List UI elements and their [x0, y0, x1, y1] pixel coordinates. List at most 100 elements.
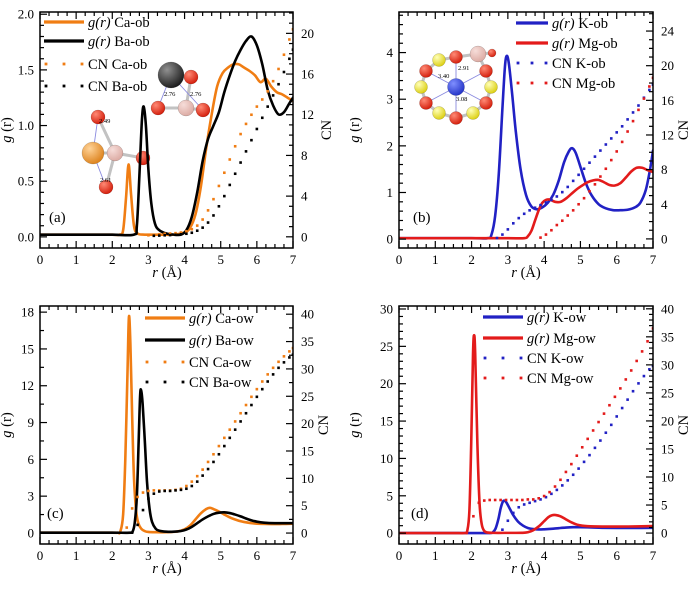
legend-item-g-r-mg-ow: g(r) Mg-ow [483, 331, 596, 347]
legend-label: g(r) Ba-ow [189, 333, 254, 349]
legend: g(r) K-ob g(r) Mg-ob CN K-ob CN Mg-ob [516, 16, 618, 92]
legend-dot-swatch [530, 61, 534, 65]
x-tick-label: 5 [577, 252, 584, 267]
y-left-tick-label: 15 [21, 341, 34, 356]
legend-label: g(r) Ca-ob [88, 15, 150, 31]
y-axis-left-label: g (r) [350, 117, 363, 143]
y-right-tick-label: 5 [301, 498, 308, 513]
y-left-tick-label: 0 [387, 526, 394, 541]
bond-length-label: 2.76 [164, 91, 176, 98]
y-left-tick-label: 1.5 [18, 62, 34, 77]
legend-dot-swatch [519, 376, 523, 380]
x-tick-label: 4 [541, 252, 548, 267]
plot-frame [398, 305, 654, 545]
panel-tag-a: (a) [49, 210, 66, 226]
atom-o [479, 96, 493, 110]
y-right-tick-label: 40 [661, 301, 674, 316]
legend-label: g(r) K-ow [527, 310, 587, 326]
y-right-tick-label: 24 [661, 24, 675, 39]
legend-label: CN Ca-ow [189, 355, 252, 371]
x-tick-label: 5 [217, 252, 224, 267]
y-left-tick-label: 2 [387, 138, 394, 153]
y-left-tick-label: 5 [387, 488, 394, 503]
bond-length-label: 2.49 [99, 118, 110, 125]
atom-o [183, 69, 199, 85]
molecule-inset: 2.49 2.61 [81, 109, 151, 195]
y-axis-left-label: g (r) [350, 412, 363, 438]
x-tick-label: 5 [217, 548, 224, 563]
x-tick-label: 0 [37, 548, 44, 563]
x-tick-label: 1 [73, 548, 80, 563]
y-left-tick-label: 0 [28, 525, 35, 540]
legend-label: CN Ba-ob [88, 79, 147, 95]
x-tick-label: 6 [613, 252, 620, 267]
legend-dot-swatch [181, 380, 185, 384]
atom-o [195, 102, 211, 118]
y-right-tick-label: 40 [301, 307, 314, 322]
y-axis-left-label: g (r) [0, 117, 15, 143]
x-axis-label: r (Å) [152, 265, 182, 281]
series-cn-k-ow-dots [501, 364, 653, 532]
legend-dot-swatch [483, 376, 487, 380]
legend-label: CN Mg-ow [527, 371, 594, 387]
y-left-tick-label: 6 [28, 452, 35, 467]
y-axis-right-label: CN [316, 414, 332, 435]
bond-length-label: 2.91 [458, 65, 469, 72]
bond-length-label: 2.61 [100, 177, 111, 184]
y-right-tick-label: 30 [301, 361, 314, 376]
atom-o [419, 96, 433, 110]
x-tick-label: 1 [432, 548, 439, 563]
legend-item-cn-k-ob: CN K-ob [516, 56, 606, 72]
y-right-tick-label: 0 [301, 229, 308, 244]
legend-dot-swatch [530, 81, 534, 85]
y-left-tick-label: 4 [387, 45, 394, 60]
atom-y [414, 80, 428, 94]
x-tick-label: 4 [541, 548, 548, 563]
legend-label: CN Ba-ow [189, 375, 252, 391]
legend-label: CN Ca-ob [88, 57, 147, 73]
atom-y [432, 106, 446, 120]
legend-label: g(r) Ca-ow [189, 311, 254, 327]
y-left-tick-label: 3 [387, 92, 394, 107]
x-tick-label: 7 [290, 548, 297, 563]
series-cn-mg-ow-dots [472, 327, 653, 518]
molecule-inset: 2.76 2.76 [150, 61, 211, 118]
legend-dot-swatch [181, 360, 185, 364]
x-tick-label: 4 [181, 548, 188, 563]
legend-dot-swatch [62, 62, 66, 66]
y-right-tick-label: 15 [661, 441, 674, 456]
atom-y [466, 106, 480, 120]
y-left-tick-label: 12 [21, 378, 34, 393]
atom-o [150, 100, 166, 116]
x-tick-label: 6 [254, 548, 261, 563]
molecule-inset: 2.91 3.40 3.08 [414, 45, 498, 125]
y-left-tick-label: 15 [380, 414, 393, 429]
y-right-tick-label: 0 [301, 526, 308, 541]
y-left-tick-label: 25 [380, 339, 393, 354]
y-left-tick-label: 9 [28, 415, 35, 430]
panel-a-chart: 2.492.612.76 2.760 1 2 3 4 5 6 70.00.51.01.52.00… [0, 7, 335, 281]
y-right-tick-label: 20 [301, 26, 314, 41]
y-left-tick-label: 0 [387, 232, 394, 247]
legend-dot-swatch [544, 81, 548, 85]
legend-label: g(r) Ba-ob [88, 34, 150, 50]
legend-dot-swatch [483, 356, 487, 360]
legend-item-g-r-ca-ob: g(r) Ca-ob [44, 15, 150, 31]
legend-dot-swatch [80, 84, 84, 88]
legend-label: CN K-ow [527, 351, 584, 367]
legend-label: g(r) K-ob [552, 16, 608, 32]
y-right-tick-label: 25 [661, 385, 674, 400]
y-right-tick-label: 16 [661, 93, 675, 108]
series-g-r-ca-ow-line [40, 314, 293, 535]
legend-dot-swatch [44, 62, 48, 66]
legend-item-g-r-mg-ob: g(r) Mg-ob [516, 36, 618, 52]
legend-item-g-r-ba-ob: g(r) Ba-ob [44, 34, 150, 50]
x-tick-label: 7 [290, 252, 297, 267]
x-tick-label: 6 [254, 252, 261, 267]
legend-dot-swatch [145, 380, 149, 384]
x-tick-label: 1 [73, 252, 80, 267]
legend-item-g-r-ba-ow: g(r) Ba-ow [145, 333, 254, 349]
